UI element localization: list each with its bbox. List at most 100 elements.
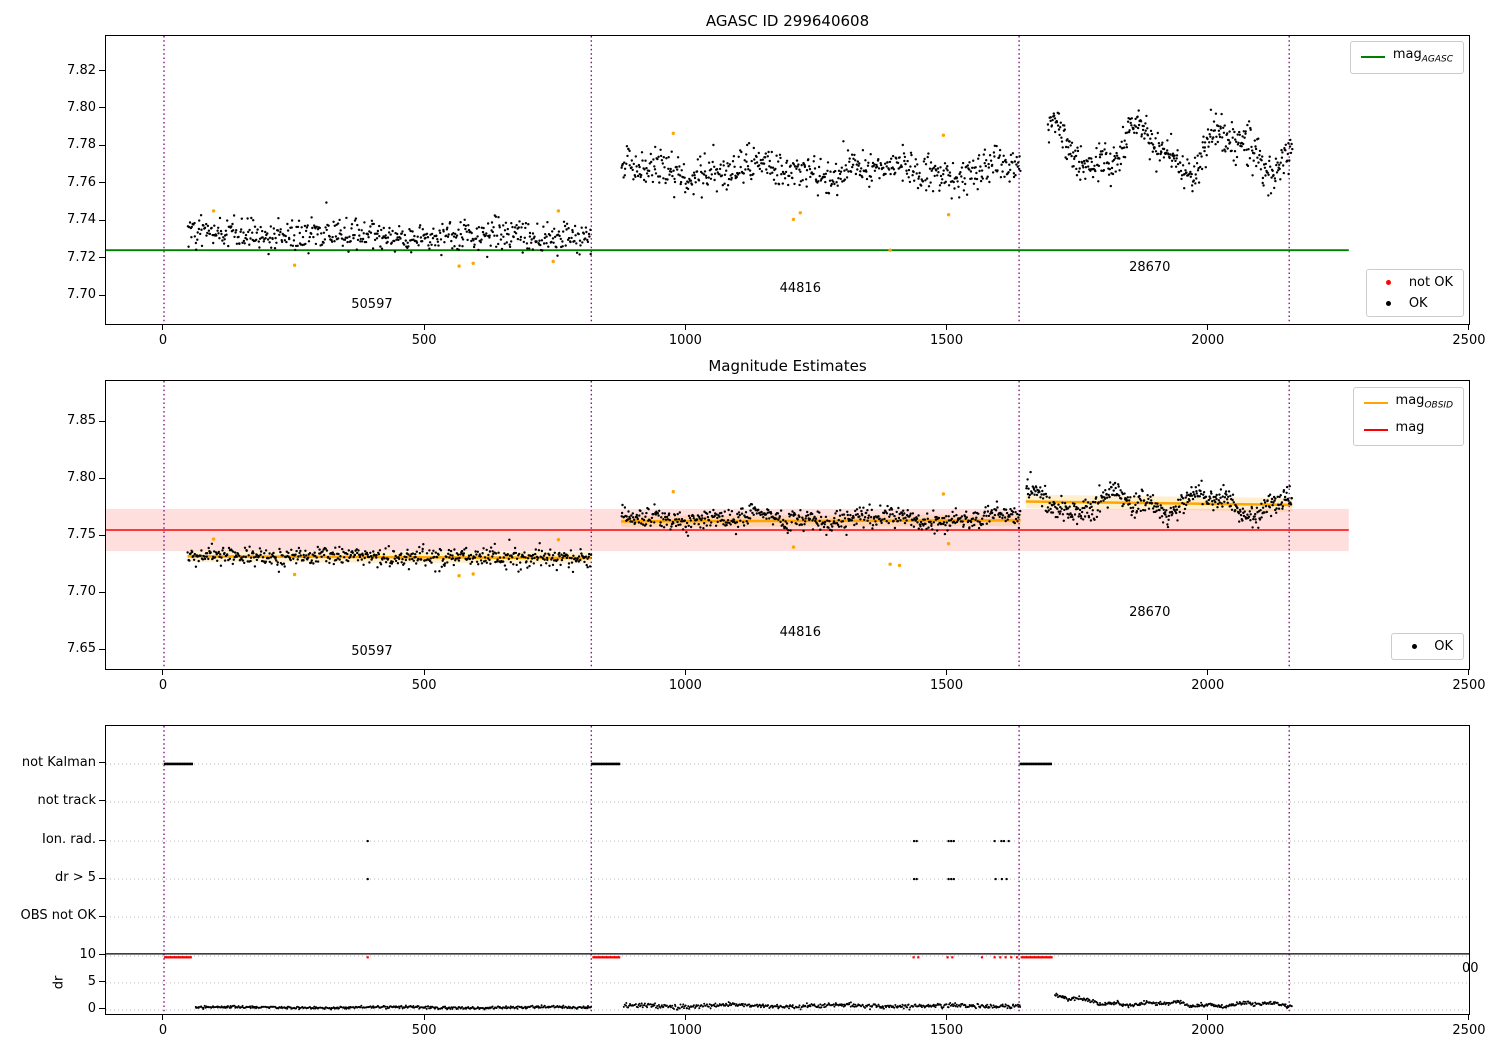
x-tick-label: 0: [158, 678, 168, 693]
legend-label-mag: mag: [1396, 420, 1425, 441]
flag-row-label: OBS not OK: [20, 908, 97, 924]
mag-agasc-plot-canvas: [106, 36, 1349, 324]
x-tick-label: 2000: [1191, 333, 1225, 348]
legend-item-mag: mag: [1363, 420, 1453, 441]
y-tick-mark: [99, 477, 105, 479]
x-tick-mark: [946, 1015, 948, 1020]
red-line-swatch: [1363, 428, 1388, 431]
outlier-scatter-points: [211, 131, 951, 268]
x-tick-mark: [684, 670, 686, 675]
legend-label-ok: OK: [1408, 296, 1428, 311]
flags-dr-plot-canvas: [106, 726, 1469, 1014]
ok-dot-icon: [1402, 644, 1426, 649]
legend-item-ok: OK: [1377, 296, 1453, 311]
y-tick-label: 7.70: [67, 584, 96, 600]
y-tick-mark: [99, 534, 105, 536]
x-tick-mark: [423, 325, 425, 330]
axes-magnitude-estimates: [105, 380, 1470, 670]
x-tick-label: 1000: [668, 678, 702, 693]
ok-scatter-points: [186, 470, 1294, 574]
y-tick-label: 7.75: [67, 527, 96, 543]
x-tick-mark: [162, 670, 164, 675]
x-tick-label: 2500: [1452, 1023, 1486, 1038]
ok-dot-icon: [1377, 301, 1401, 306]
obsid-annotation: 44816: [779, 625, 821, 641]
y-tick-mark: [99, 800, 105, 802]
flag-row-label: dr > 5: [54, 870, 96, 886]
legend-label-sub: OBSID: [1424, 400, 1453, 411]
legend-marker-status: not OK OK: [1365, 269, 1464, 317]
obsid-mag-line: [1025, 500, 1293, 507]
dr-tick-label: 10: [79, 946, 96, 962]
x-tick-mark: [423, 670, 425, 675]
y-tick-mark: [99, 294, 105, 296]
legend-mag-agasc: magAGASC: [1349, 41, 1464, 74]
x-tick-mark: [1468, 1015, 1470, 1020]
x-tick-mark: [1468, 670, 1470, 675]
black-dot: [1411, 644, 1417, 649]
obsid-annotation: 50597: [351, 297, 393, 313]
y-tick-mark: [99, 219, 105, 221]
dr-trace-points: [194, 992, 1293, 1011]
y-tick-mark: [99, 70, 105, 72]
legend-ok-only: OK: [1391, 633, 1464, 660]
legend-item-mag-obsid: magOBSID: [1363, 393, 1453, 414]
y-tick-mark: [99, 144, 105, 146]
x-tick-label: 1500: [930, 333, 964, 348]
x-tick-label: 500: [411, 1023, 437, 1038]
y-tick-mark: [99, 591, 105, 593]
y-tick-mark: [99, 981, 105, 983]
x-tick-label: 0: [158, 333, 168, 348]
y-tick-label: 7.70: [67, 287, 96, 303]
x-tick-label: 2000: [1191, 678, 1225, 693]
legend-label-not-ok: not OK: [1408, 275, 1453, 290]
legend-item-ok: OK: [1402, 639, 1453, 654]
dr-tick-label: 5: [87, 973, 96, 989]
chart-title-magnitude-estimates: Magnitude Estimates: [708, 357, 867, 375]
y-tick-label: 7.74: [67, 212, 96, 228]
outlier-scatter-points: [211, 490, 951, 578]
x-tick-mark: [1207, 1015, 1209, 1020]
y-tick-label: 7.82: [67, 62, 96, 78]
x-tick-mark: [1207, 670, 1209, 675]
ion-rad-markers: [366, 839, 1010, 843]
dr-clipped-markers: [163, 956, 1053, 959]
x-tick-mark: [684, 325, 686, 330]
y-tick-mark: [99, 182, 105, 184]
green-line-swatch: [1360, 56, 1385, 59]
x-tick-label: 1000: [668, 333, 702, 348]
y-tick-mark: [99, 1008, 105, 1010]
y-tick-label: 7.80: [67, 470, 96, 486]
x-tick-label: 0: [158, 1023, 168, 1038]
x-tick-label: 1000: [668, 1023, 702, 1038]
y-tick-mark: [99, 257, 105, 259]
clipped-tick-label: 00: [1462, 961, 1479, 976]
black-dot: [1386, 301, 1392, 306]
legend-label-sub: AGASC: [1421, 54, 1453, 65]
obsid-annotation: 28670: [1129, 604, 1171, 620]
y-tick-mark: [99, 648, 105, 650]
x-tick-mark: [684, 1015, 686, 1020]
x-tick-mark: [1207, 325, 1209, 330]
y-tick-mark: [99, 762, 105, 764]
dr-tick-label: 0: [87, 1000, 96, 1016]
x-tick-label: 500: [411, 678, 437, 693]
obsid-annotation: 28670: [1129, 260, 1171, 275]
y-tick-mark: [99, 839, 105, 841]
y-tick-mark: [99, 915, 105, 917]
legend-label-prefix: mag: [1395, 393, 1425, 408]
x-tick-mark: [423, 1015, 425, 1020]
dr-axis-label: dr: [51, 975, 67, 990]
not-ok-dot-icon: [1377, 280, 1401, 285]
ok-scatter-points: [186, 108, 1294, 259]
x-tick-mark: [162, 1015, 164, 1020]
flag-row-label: not track: [37, 792, 96, 808]
row-gridlines: [106, 763, 1469, 1011]
legend-magnitude-estimates: magOBSID mag: [1352, 387, 1464, 447]
legend-item-not-ok: not OK: [1377, 275, 1453, 290]
legend-label-prefix: mag: [1395, 419, 1425, 435]
y-tick-label: 7.72: [67, 249, 96, 265]
x-tick-mark: [946, 670, 948, 675]
x-tick-mark: [162, 325, 164, 330]
